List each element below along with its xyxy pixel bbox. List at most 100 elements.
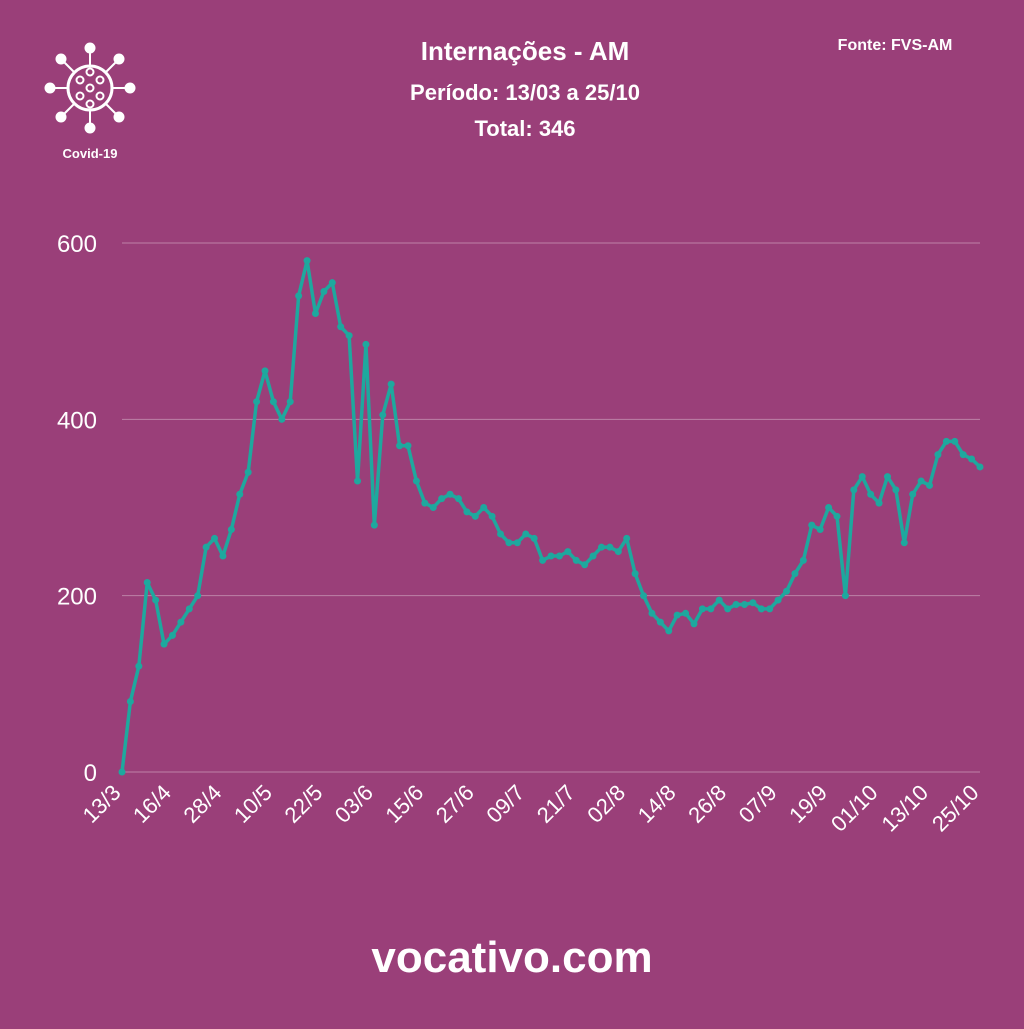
point <box>454 495 462 503</box>
point <box>160 640 168 648</box>
point <box>152 596 160 604</box>
point <box>471 512 479 520</box>
point <box>513 539 521 547</box>
point <box>715 596 723 604</box>
point <box>185 605 193 613</box>
point <box>337 323 345 331</box>
point <box>429 504 437 511</box>
point <box>757 605 765 613</box>
point <box>698 605 706 613</box>
point <box>783 587 791 595</box>
point <box>799 556 807 564</box>
point <box>934 451 942 459</box>
point <box>917 477 925 485</box>
icon-label: Covid-19 <box>63 146 118 161</box>
point <box>724 605 732 613</box>
point <box>261 367 269 375</box>
point <box>867 490 875 498</box>
point <box>345 332 353 340</box>
point <box>328 279 336 287</box>
point <box>253 398 261 406</box>
point <box>404 442 412 450</box>
point <box>673 611 681 619</box>
point <box>926 481 934 489</box>
point <box>396 442 404 450</box>
point <box>168 631 176 639</box>
point <box>968 455 976 463</box>
point <box>497 530 505 538</box>
point <box>177 618 185 626</box>
point <box>236 490 244 498</box>
point <box>766 605 774 613</box>
point <box>539 556 547 564</box>
point <box>522 530 530 538</box>
point <box>438 495 446 503</box>
point <box>202 543 210 551</box>
point <box>808 521 816 529</box>
point <box>858 473 866 481</box>
y-tick-label: 0 <box>84 760 97 787</box>
point <box>665 627 673 635</box>
chart-subtitle: Período: 13/03 a 25/10 <box>410 80 640 105</box>
total: Total: 346 <box>474 116 575 141</box>
point <box>690 620 698 628</box>
point <box>959 451 967 459</box>
point <box>295 292 303 300</box>
point <box>640 592 648 600</box>
point <box>589 552 597 560</box>
point <box>311 310 319 318</box>
point <box>286 398 294 406</box>
point <box>749 599 757 607</box>
point <box>269 398 277 406</box>
source: Fonte: FVS-AM <box>838 37 953 54</box>
point <box>118 768 126 776</box>
point <box>387 380 395 388</box>
point <box>135 662 143 670</box>
point <box>850 486 858 494</box>
point <box>572 556 580 564</box>
point <box>480 504 488 511</box>
point <box>883 473 891 481</box>
point <box>976 463 984 471</box>
point <box>951 437 959 445</box>
point <box>379 411 387 419</box>
point <box>564 548 572 556</box>
point <box>303 257 311 265</box>
point <box>875 499 883 507</box>
point <box>909 490 917 498</box>
point <box>320 287 328 295</box>
chart-title: Internações - AM <box>421 36 630 66</box>
point <box>614 548 622 556</box>
point <box>530 534 538 542</box>
point <box>547 552 555 560</box>
footer: vocativo.com <box>371 933 652 982</box>
point <box>791 570 799 578</box>
virus-icon <box>44 42 136 134</box>
point <box>631 570 639 578</box>
y-tick-label: 400 <box>57 407 97 434</box>
point <box>126 697 134 705</box>
point <box>623 534 631 542</box>
point <box>446 490 454 498</box>
point <box>774 596 782 604</box>
point <box>597 543 605 551</box>
point <box>892 486 900 494</box>
point <box>841 592 849 600</box>
point <box>606 543 614 551</box>
point <box>362 340 370 348</box>
point <box>825 504 833 511</box>
point <box>833 512 841 520</box>
point <box>707 605 715 613</box>
point <box>942 437 950 445</box>
point <box>244 468 252 476</box>
point <box>656 618 664 626</box>
point <box>278 415 286 423</box>
point <box>370 521 378 529</box>
point <box>816 526 824 534</box>
point <box>740 600 748 608</box>
point <box>581 561 589 569</box>
point <box>505 539 513 547</box>
point <box>421 499 429 507</box>
